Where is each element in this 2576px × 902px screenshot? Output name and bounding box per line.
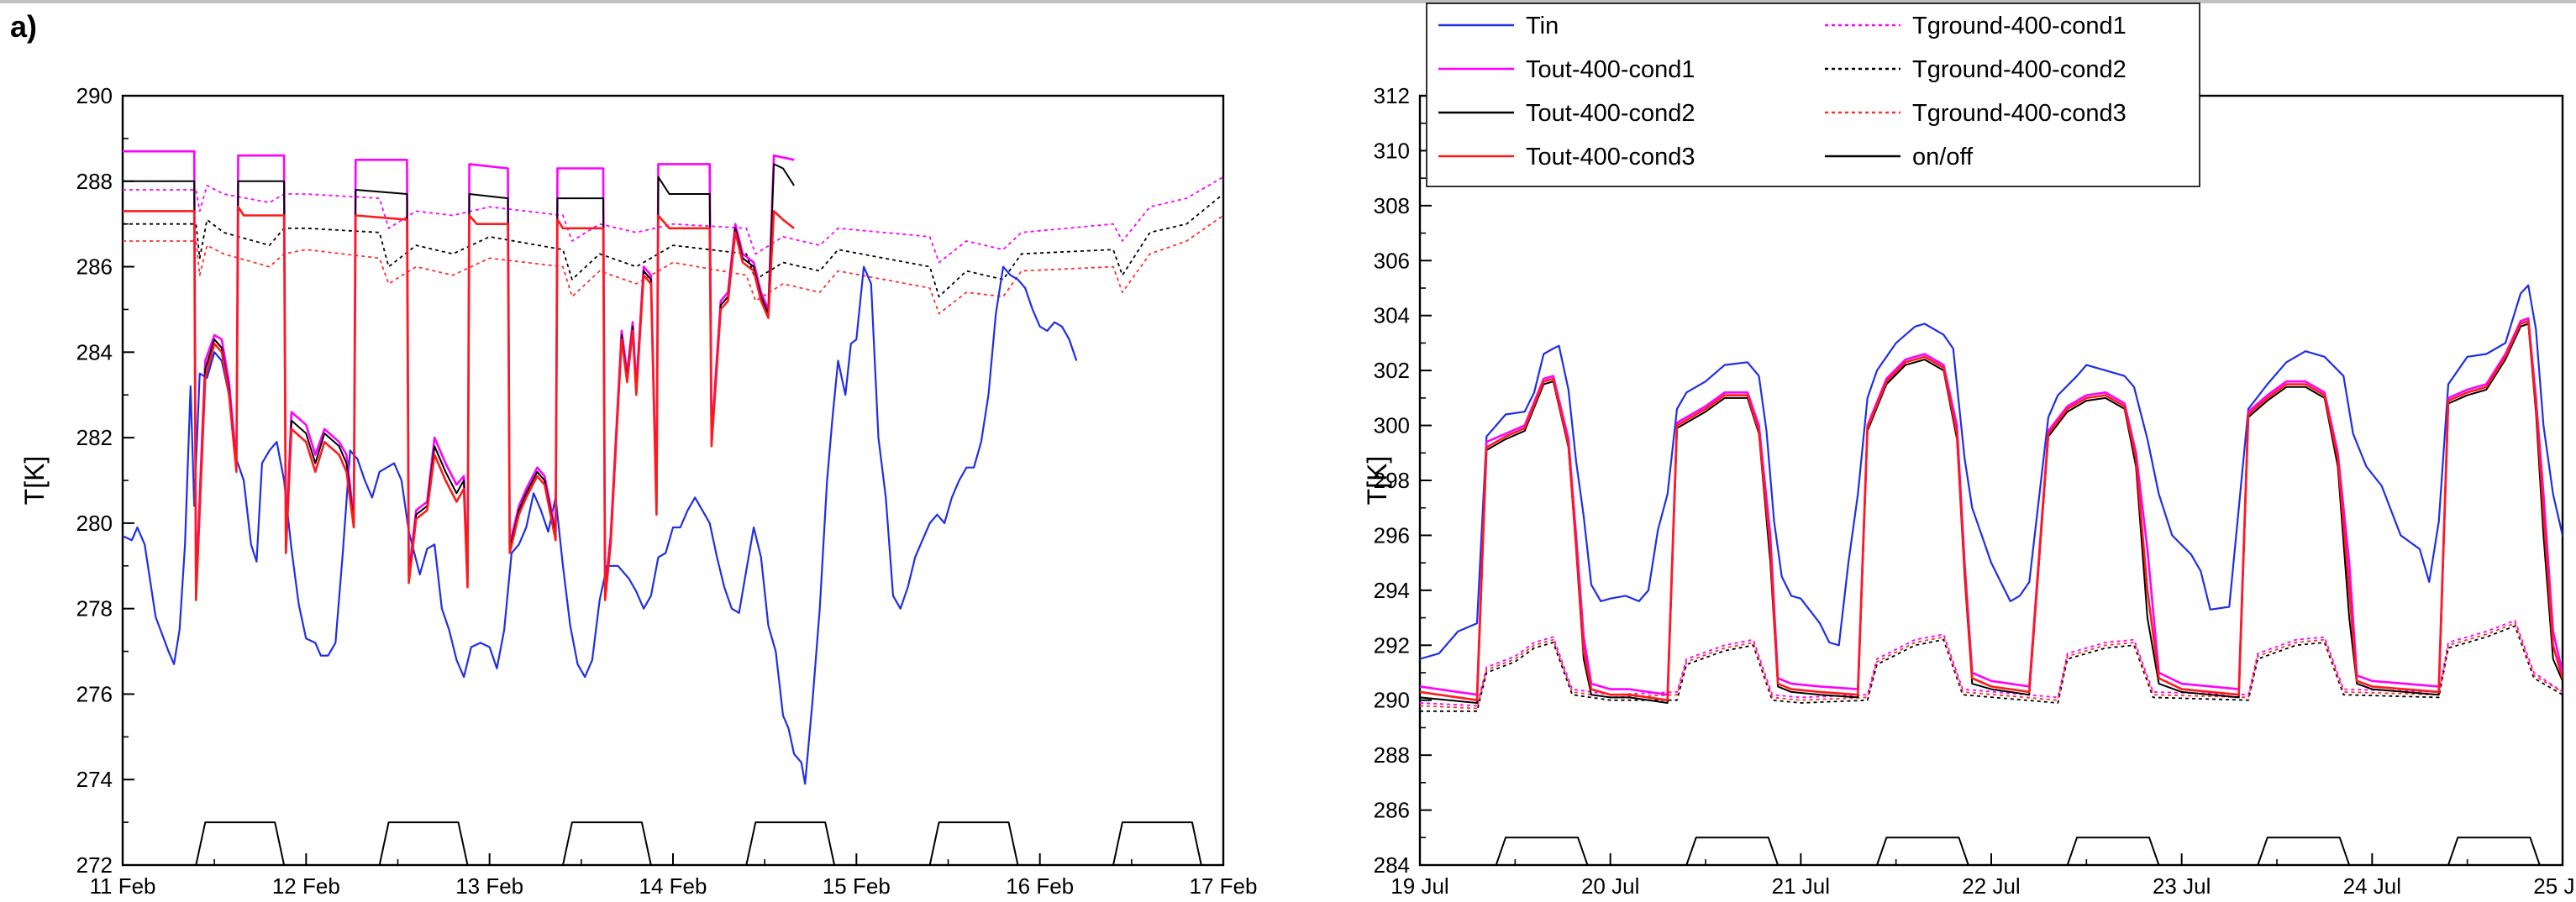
y-tick-label: 304 [1374, 303, 1410, 328]
plot-frame [1418, 94, 2564, 867]
series-group [1420, 284, 2563, 865]
x-tick-label: 25 Jul [2533, 873, 2576, 899]
panel-b: b)T[K]2842862882902922942962983003023043… [1362, 3, 2576, 899]
y-tick-label: 310 [1374, 138, 1410, 163]
series-line-tout-400-cond2 [1420, 323, 2563, 704]
series-line-on-off [1495, 836, 2541, 865]
series-line-tground-400-cond1 [123, 176, 1223, 264]
y-tick-label: 288 [76, 169, 113, 194]
y-tick-label: 282 [76, 425, 113, 450]
y-tick-label: 286 [76, 254, 113, 280]
legend: Tin Tout-400-cond1 Tout-400-cond2 Tout-400-… [1426, 3, 2200, 187]
legend-box [1426, 3, 2200, 187]
y-tick-label: 308 [1374, 193, 1410, 218]
legend-label-tout-400-cond3: Tout-400-cond3 [1526, 144, 1695, 170]
x-tick-label: 12 Feb [272, 873, 340, 899]
x-tick-label: 22 Jul [1962, 873, 2020, 899]
series-line-tground-400-cond3 [123, 214, 1223, 315]
x-tick-label: 19 Jul [1391, 873, 1448, 899]
legend-label-tout-400-cond2: Tout-400-cond2 [1526, 100, 1695, 127]
y-tick-label: 288 [1374, 742, 1410, 768]
top-border-line [0, 0, 2576, 3]
x-tick-label: 21 Jul [1772, 873, 1830, 899]
y-tick-label: 286 [1374, 798, 1410, 823]
y-tick-label: 302 [1374, 358, 1410, 383]
x-tick-label: 23 Jul [2153, 873, 2211, 899]
y-tick-label: 306 [1374, 248, 1410, 273]
panel-a: a) T[K] 272 274 276 278 280 282 284 286 288 290 11 F… [10, 9, 1257, 899]
y-tick-label: 312 [1374, 83, 1410, 108]
y-axis-title: T[K] [1362, 456, 1392, 506]
series-group [123, 149, 1223, 865]
series-line-on-off [195, 821, 1202, 865]
legend-label-tout-400-cond1: Tout-400-cond1 [1526, 56, 1695, 83]
y-tick-label: 284 [1374, 852, 1410, 878]
y-tick-label: 276 [76, 681, 113, 706]
panel-label: a) [10, 9, 37, 44]
x-tick-label: 11 Feb [89, 873, 155, 899]
series-line-tout-400-cond3 [123, 206, 795, 601]
series-line-tin [123, 265, 1078, 785]
y-tick-label: 290 [76, 83, 113, 108]
y-tick-label: 296 [1374, 522, 1410, 548]
legend-label-tground-400-cond3: Tground-400-cond3 [1912, 100, 2127, 127]
series-line-tout-400-cond1 [1420, 317, 2563, 696]
y-tick-label: 298 [1374, 468, 1410, 493]
series-line-tin [1420, 284, 2563, 660]
y-tick-label: 284 [76, 339, 113, 364]
y-tick-label: 300 [1374, 413, 1410, 438]
y-tick-label: 272 [76, 852, 113, 878]
y-tick-label: 280 [76, 511, 113, 536]
y-tick-label: 294 [1374, 578, 1410, 603]
x-tick-label: 20 Jul [1581, 873, 1639, 899]
series-line-tground-400-cond2 [1420, 625, 2563, 712]
legend-label-tground-400-cond2: Tground-400-cond2 [1912, 56, 2127, 83]
y-tick-label: 274 [76, 767, 113, 792]
x-tick-label: 24 Jul [2343, 873, 2401, 899]
x-tick-label: 13 Feb [455, 873, 523, 899]
legend-label-tin: Tin [1526, 13, 1559, 39]
series-line-tground-400-cond2 [123, 193, 1223, 298]
y-tick-label: 278 [76, 596, 113, 621]
x-tick-label: 14 Feb [639, 873, 707, 899]
y-tick-label: 292 [1374, 632, 1410, 658]
x-tick-label: 15 Feb [823, 873, 891, 899]
x-tick-label: 16 Feb [1006, 873, 1074, 899]
series-line-tout-400-cond3 [1420, 319, 2563, 702]
legend-label-tground-400-cond1: Tground-400-cond1 [1912, 13, 2127, 39]
x-tick-label: 17 Feb [1190, 873, 1258, 899]
legend-label-on-off: on/off [1912, 144, 1974, 170]
y-axis-title: T[K] [19, 456, 50, 506]
y-tick-label: 290 [1374, 688, 1410, 713]
